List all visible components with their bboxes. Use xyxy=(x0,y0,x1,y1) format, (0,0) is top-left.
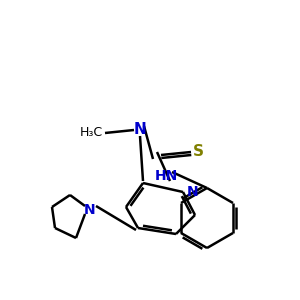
Text: N: N xyxy=(84,203,96,217)
Text: HN: HN xyxy=(154,169,178,183)
Text: N: N xyxy=(134,122,146,137)
Text: S: S xyxy=(193,145,203,160)
Text: H₃C: H₃C xyxy=(80,127,103,140)
Text: N: N xyxy=(187,185,199,199)
